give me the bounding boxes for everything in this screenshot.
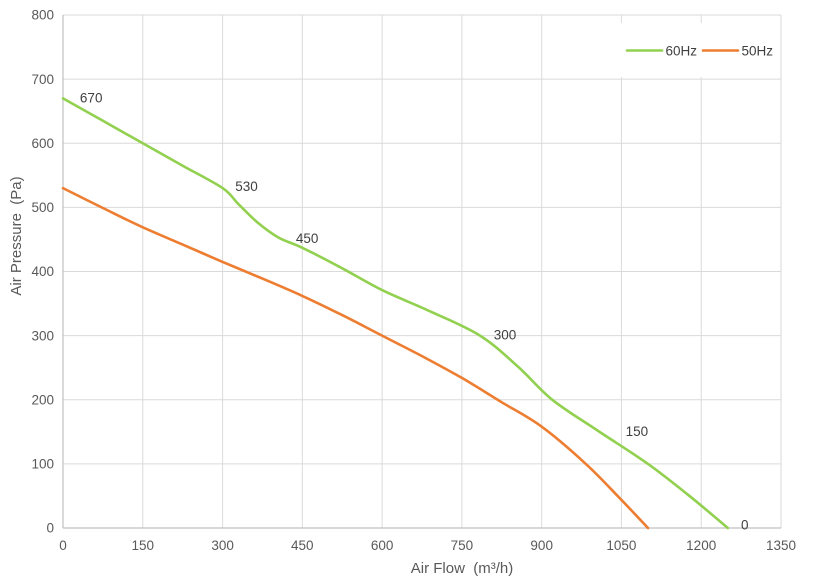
x-tick-label: 450	[291, 538, 314, 553]
y-tick-label: 400	[31, 264, 54, 279]
x-tick-label: 150	[132, 538, 155, 553]
data-label-450: 450	[296, 231, 319, 246]
series-60hz-line	[61, 97, 730, 530]
x-tick-label: 600	[371, 538, 394, 553]
y-axis-title: Air Pressure (Pa)	[8, 176, 25, 295]
x-tick-label: 1050	[606, 538, 636, 553]
legend-label-50hz: 50Hz	[742, 43, 774, 58]
data-label-300: 300	[494, 328, 517, 343]
y-tick-label: 100	[31, 457, 54, 472]
y-tick-label: 600	[31, 136, 54, 151]
data-label-670: 670	[80, 90, 103, 105]
data-label-150: 150	[626, 424, 649, 439]
data-label-0: 0	[741, 518, 749, 533]
x-tick-label: 0	[59, 538, 67, 553]
x-tick-label: 750	[451, 538, 474, 553]
y-tick-label: 500	[31, 200, 54, 215]
data-label-530: 530	[235, 179, 258, 194]
y-tick-label: 700	[31, 72, 54, 87]
x-axis-title: Air Flow (m³/h)	[411, 560, 514, 577]
x-tick-label: 1200	[686, 538, 716, 553]
series-50hz-line	[61, 186, 650, 530]
x-tick-label: 1350	[766, 538, 796, 553]
x-tick-label: 900	[530, 538, 553, 553]
y-tick-label: 300	[31, 328, 54, 343]
y-tick-label: 800	[31, 8, 54, 23]
legend-label-60hz: 60Hz	[666, 43, 698, 58]
y-tick-label: 0	[46, 521, 54, 536]
y-tick-label: 200	[31, 393, 54, 408]
x-tick-label: 300	[211, 538, 234, 553]
